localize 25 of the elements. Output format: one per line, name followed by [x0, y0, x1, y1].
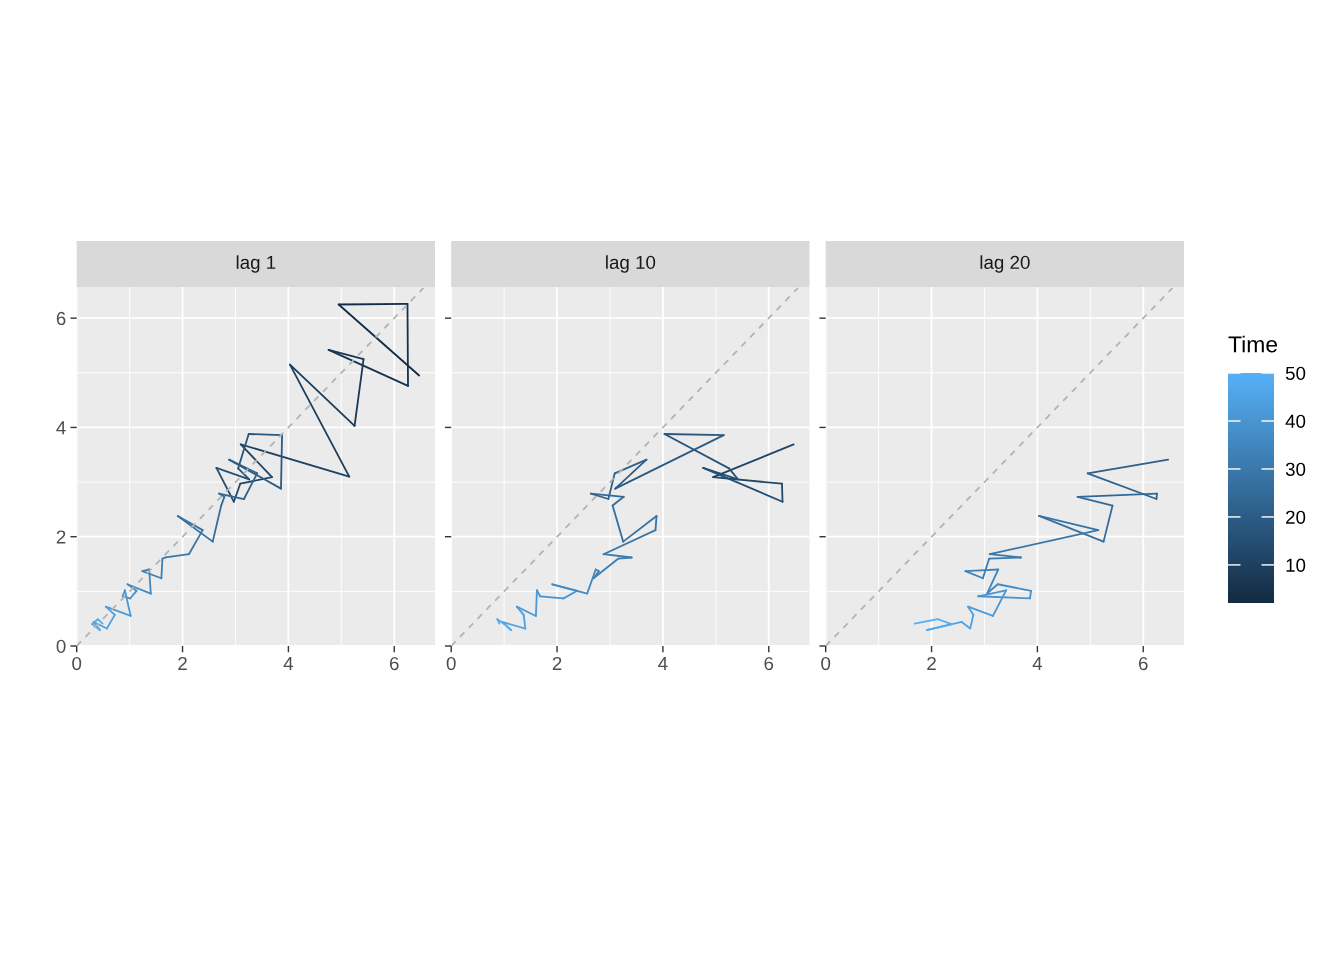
x-tick-label: 6: [1138, 656, 1148, 671]
x-tick-label: 0: [446, 656, 456, 671]
x-tick-label: 4: [283, 657, 294, 670]
y-tick-label: 0: [56, 639, 66, 653]
chart-title: lag 20: [980, 255, 1030, 273]
color-bar-label: 30: [1285, 462, 1306, 476]
color-bar-label: 10: [1286, 558, 1306, 572]
color-bar-label: 40: [1285, 414, 1306, 428]
x-tick-label: 4: [1032, 657, 1043, 670]
color-bar-label: 50: [1285, 366, 1306, 380]
color-bar-label: 20: [1286, 510, 1306, 524]
y-tick-label: 2: [56, 530, 66, 544]
x-tick-label: 2: [927, 656, 936, 670]
x-tick-label: 0: [72, 656, 82, 671]
y-tick-label: 4: [56, 421, 66, 435]
x-tick-label: 2: [178, 656, 187, 670]
x-tick-label: 6: [764, 656, 774, 671]
chart-title: lag 10: [606, 255, 656, 273]
chart-title: lag 1: [236, 255, 276, 273]
x-tick-label: 0: [821, 656, 831, 671]
x-tick-label: 2: [552, 656, 562, 670]
color-bar-title: Time: [1228, 335, 1278, 353]
x-tick-label: 6: [389, 656, 399, 671]
y-tick-label: 6: [56, 311, 66, 326]
x-tick-label: 4: [658, 657, 668, 670]
